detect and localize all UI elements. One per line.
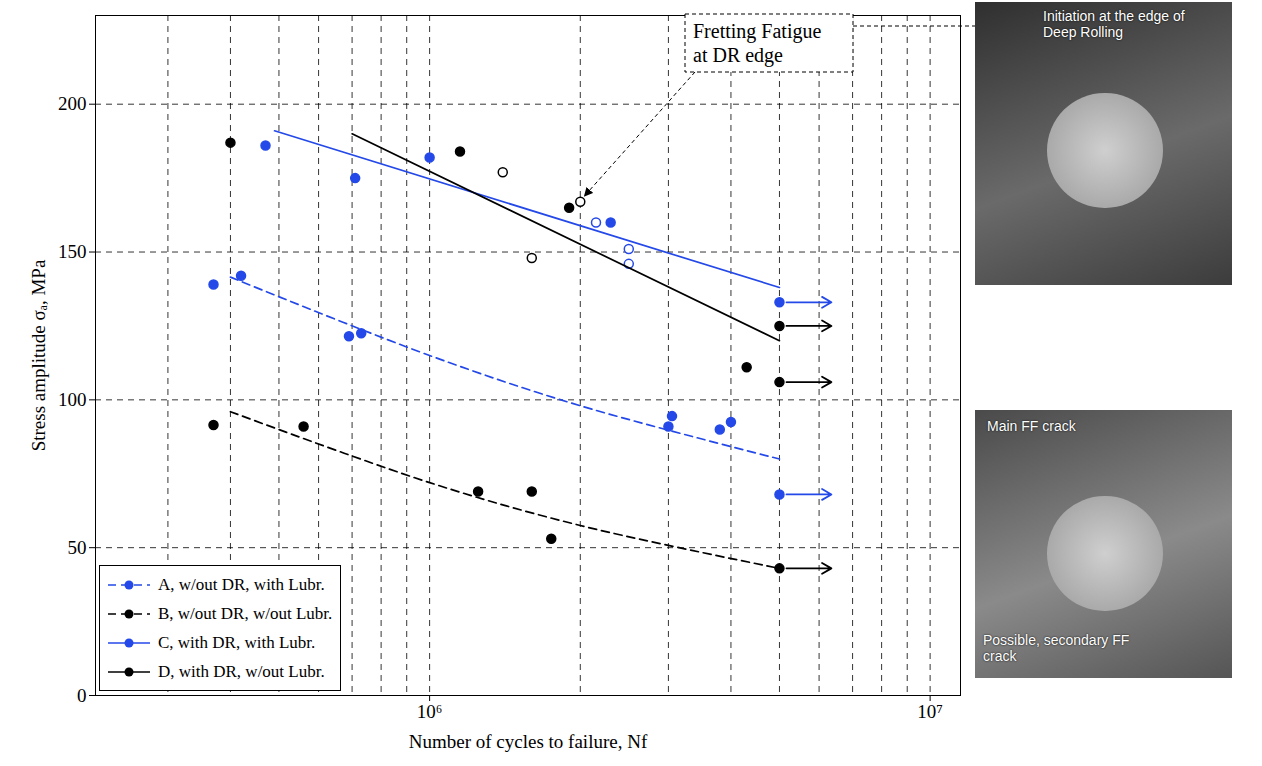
- svg-text:at DR edge: at DR edge: [693, 44, 783, 67]
- svg-text:0: 0: [77, 685, 87, 706]
- html-text:A, w/out DR, with Lubr.: A, w/out DR, with Lubr.: [158, 574, 325, 594]
- html-text:Main FF crack: Main FF crack: [987, 418, 1076, 434]
- svg-text:100: 100: [58, 389, 87, 410]
- html-text:C, with DR, with Lubr.: C, with DR, with Lubr.: [158, 632, 316, 652]
- svg-text:50: 50: [68, 537, 87, 558]
- svg-text:Fretting Fatigue: Fretting Fatigue: [693, 20, 821, 43]
- svg-text:150: 150: [58, 241, 87, 262]
- svg-text:200: 200: [58, 93, 87, 114]
- html-text:Possible, secondary FF crack: Possible, secondary FF crack: [983, 632, 1130, 665]
- html-text:D, with DR, w/out Lubr.: D, with DR, w/out Lubr.: [158, 661, 325, 681]
- html-text:Initiation at the edge of Deep: Initiation at the edge of Deep Rolling: [1043, 8, 1185, 41]
- svg-text:Stress amplitude σₐ, MPa: Stress amplitude σₐ, MPa: [28, 259, 49, 451]
- svg-text:10⁶: 10⁶: [417, 701, 443, 722]
- svg-text:Number of cycles to failure, N: Number of cycles to failure, Nf: [409, 731, 648, 752]
- html-text:B, w/out DR, w/out Lubr.: B, w/out DR, w/out Lubr.: [158, 603, 333, 623]
- svg-text:10⁷: 10⁷: [917, 701, 943, 722]
